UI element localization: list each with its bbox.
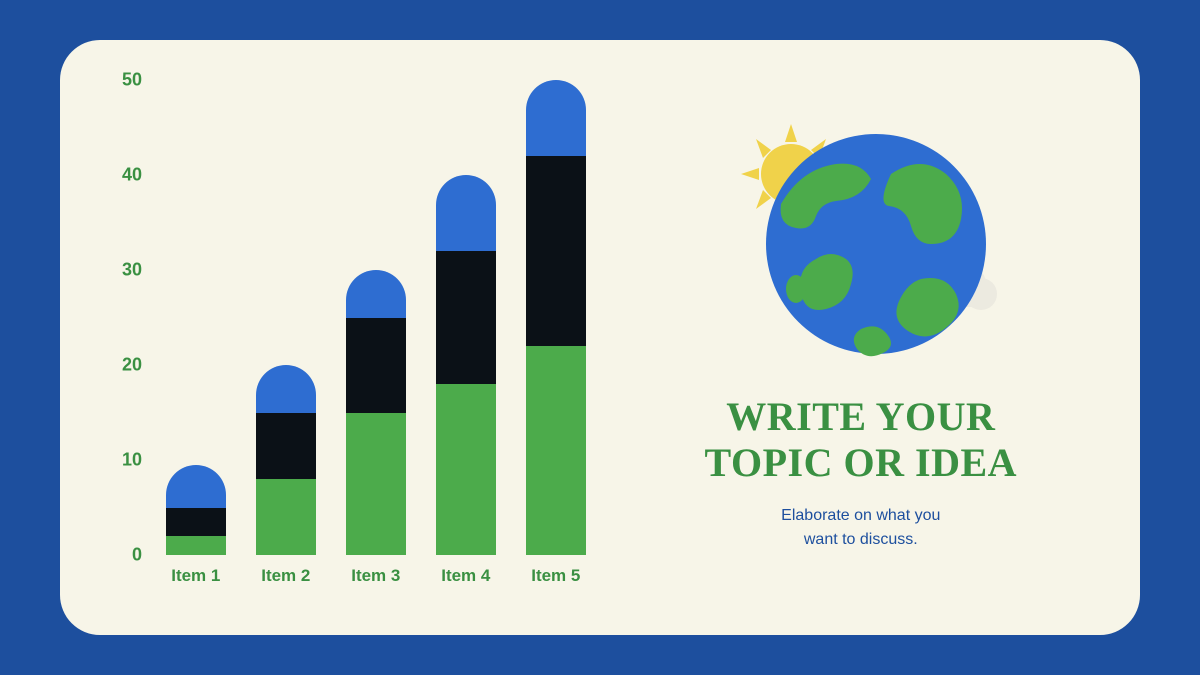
bar-segment-bottom [526, 346, 586, 555]
x-tick-label: Item 1 [156, 566, 236, 586]
subtitle-line-2: want to discuss. [804, 531, 918, 548]
x-axis-labels: Item 1Item 2Item 3Item 4Item 5 [150, 560, 592, 595]
content-panel: WRITE YOUR TOPIC OR IDEA Elaborate on wh… [622, 40, 1140, 635]
subtitle-line-1: Elaborate on what you [781, 507, 940, 524]
bar-segment-top [346, 270, 406, 318]
y-tick-label: 20 [122, 355, 142, 376]
bar-group [346, 270, 406, 555]
bar-segment-bottom [256, 479, 316, 555]
bar-segment-top [436, 175, 496, 251]
title-line-1: WRITE YOUR [726, 394, 995, 439]
bar-segment-top [256, 365, 316, 413]
bar-segment-top [526, 80, 586, 156]
bar-segment-middle [166, 508, 226, 537]
slide-title: WRITE YOUR TOPIC OR IDEA [705, 394, 1017, 486]
chart-panel: 0 10 20 30 40 50 Item 1 Item 2 Item 3 Item 4 Item… [60, 40, 622, 635]
slide-subtitle: Elaborate on what you want to discuss. [781, 504, 940, 552]
y-tick-label: 30 [122, 260, 142, 281]
stacked-bar-chart: 01020304050 Item 1Item 2Item 3Item 4Item… [100, 80, 602, 595]
bar-segment-middle [256, 413, 316, 480]
plot-area [150, 80, 592, 555]
bar-group [256, 365, 316, 555]
y-tick-label: 50 [122, 70, 142, 91]
bar-segment-bottom [346, 413, 406, 556]
bar-segment-top [166, 465, 226, 508]
bar-segment-middle [436, 251, 496, 384]
slide-card: 0 10 20 30 40 50 Item 1 Item 2 Item 3 Item 4 Item… [60, 40, 1140, 635]
x-tick-label: Item 5 [516, 566, 596, 586]
bar-group [436, 175, 496, 555]
bar-segment-middle [526, 156, 586, 346]
y-tick-label: 10 [122, 450, 142, 471]
x-tick-label: Item 2 [246, 566, 326, 586]
y-tick-label: 0 [132, 545, 142, 566]
title-line-2: TOPIC OR IDEA [705, 440, 1017, 485]
x-tick-label: Item 4 [426, 566, 506, 586]
bar-group [166, 465, 226, 555]
globe-icon [766, 134, 986, 356]
x-tick-label: Item 3 [336, 566, 416, 586]
y-tick-label: 40 [122, 165, 142, 186]
earth-illustration [721, 114, 1001, 374]
bar-group [526, 80, 586, 555]
bar-segment-bottom [166, 536, 226, 555]
bar-segment-bottom [436, 384, 496, 555]
bar-segment-middle [346, 318, 406, 413]
y-axis: 01020304050 [100, 80, 150, 555]
